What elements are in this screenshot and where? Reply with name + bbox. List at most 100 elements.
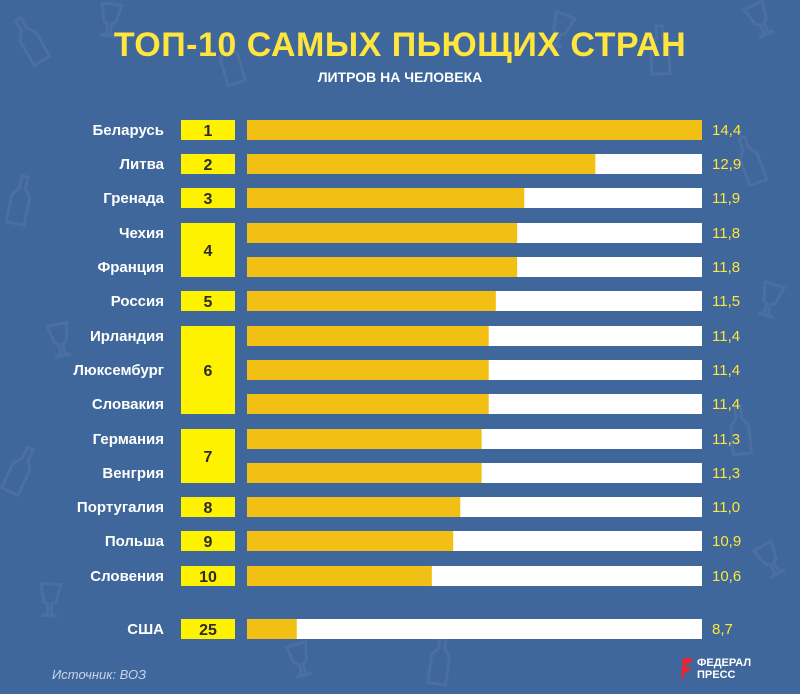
- rank-label: 4: [204, 243, 213, 260]
- rank-group: 7: [181, 429, 235, 483]
- rank-box: [181, 188, 235, 208]
- category-label: Беларусь: [93, 122, 165, 139]
- bottle-icon: [649, 24, 672, 76]
- value-label: 11,3: [712, 431, 740, 448]
- value-label: 11,3: [712, 465, 740, 482]
- bar: [247, 619, 297, 639]
- bottle-icon: [0, 445, 36, 498]
- bar: [247, 257, 518, 277]
- rank-box: [181, 619, 235, 639]
- rank-box: [181, 531, 235, 551]
- value-label: 10,9: [712, 533, 741, 550]
- rank-box: [181, 429, 235, 483]
- chart-subtitle: ЛИТРОВ НА ЧЕЛОВЕКА: [317, 69, 483, 85]
- bar: [247, 223, 518, 243]
- rank-box: [181, 326, 235, 414]
- value-label: 11,4: [712, 396, 740, 413]
- glass-icon: [751, 538, 786, 580]
- rank-group: 3: [181, 188, 235, 208]
- logo-line-2: ПРЕСС: [697, 669, 736, 681]
- value-label: 14,4: [712, 122, 741, 139]
- value-label: 11,0: [712, 499, 740, 516]
- category-label: Португалия: [77, 499, 164, 516]
- rank-label: 1: [204, 123, 213, 140]
- category-label: Гренада: [103, 190, 164, 207]
- bar: [247, 326, 489, 346]
- value-label: 12,9: [712, 156, 741, 173]
- rank-box: [181, 223, 235, 277]
- rank-group: 2: [181, 154, 235, 174]
- value-label: 8,7: [712, 621, 733, 638]
- rank-label: 6: [204, 363, 213, 380]
- bar: [247, 463, 482, 483]
- bar: [247, 291, 496, 311]
- category-label: США: [127, 621, 164, 638]
- glass-icon: [45, 320, 72, 359]
- rank-group: 5: [181, 291, 235, 311]
- bar: [247, 566, 432, 586]
- rank-group: 6: [181, 326, 235, 414]
- publisher-logo: ФЕДЕРАЛ ПРЕСС: [681, 654, 771, 684]
- value-label: 11,8: [712, 259, 740, 276]
- bar-track: [247, 619, 702, 639]
- category-label: Венгрия: [102, 465, 164, 482]
- rank-box: [181, 566, 235, 586]
- category-label: Люксембург: [73, 362, 164, 379]
- bar: [247, 531, 454, 551]
- bar: [247, 360, 489, 380]
- rank-label: 7: [204, 449, 213, 466]
- category-label: Чехия: [119, 225, 164, 242]
- category-label: Словения: [90, 568, 164, 585]
- glass-icon: [741, 0, 775, 40]
- rank-label: 9: [204, 534, 213, 551]
- bottle-icon: [218, 34, 248, 88]
- glass-icon: [284, 640, 313, 679]
- rank-label: 8: [204, 500, 213, 517]
- rank-box: [181, 120, 235, 140]
- glass-icon: [99, 1, 124, 39]
- logo-line-1: ФЕДЕРАЛ: [697, 657, 752, 669]
- rank-label: 2: [204, 157, 213, 174]
- bar: [247, 120, 702, 140]
- bar: [247, 497, 461, 517]
- rank-label: 10: [199, 569, 217, 586]
- rank-group: 9: [181, 531, 235, 551]
- category-label: Польша: [105, 533, 165, 550]
- rank-box: [181, 497, 235, 517]
- category-label: Ирландия: [90, 328, 164, 345]
- category-label: Словакия: [92, 396, 164, 413]
- bottle-icon: [426, 634, 452, 687]
- chart-title: ТОП-10 САМЫХ ПЬЮЩИХ СТРАН: [113, 26, 687, 64]
- rank-label: 25: [199, 622, 217, 639]
- rank-box: [181, 154, 235, 174]
- fp-logo-icon: [681, 658, 692, 679]
- glass-icon: [39, 581, 63, 618]
- rank-group: 8: [181, 497, 235, 517]
- value-label: 11,9: [712, 190, 740, 207]
- bar: [247, 394, 489, 414]
- value-label: 11,4: [712, 328, 740, 345]
- bottle-icon: [13, 15, 52, 68]
- value-label: 11,5: [712, 293, 740, 310]
- category-label: Франция: [97, 259, 164, 276]
- rank-group: 25: [181, 619, 235, 639]
- glass-icon: [757, 279, 787, 320]
- bar: [247, 188, 525, 208]
- rank-group: 10: [181, 566, 235, 586]
- bottle-icon: [737, 134, 769, 188]
- bar: [247, 429, 482, 449]
- rank-group: 4: [181, 223, 235, 277]
- rank-group: 1: [181, 120, 235, 140]
- rank-box: [181, 291, 235, 311]
- glass-icon: [546, 9, 578, 50]
- category-label: Россия: [111, 293, 164, 310]
- bar: [247, 154, 596, 174]
- category-label: Германия: [93, 431, 164, 448]
- bottle-icon: [729, 404, 754, 457]
- value-label: 11,4: [712, 362, 740, 379]
- value-label: 10,6: [712, 568, 741, 585]
- source-note: Источник: ВОЗ: [52, 667, 147, 682]
- rank-label: 5: [204, 294, 213, 311]
